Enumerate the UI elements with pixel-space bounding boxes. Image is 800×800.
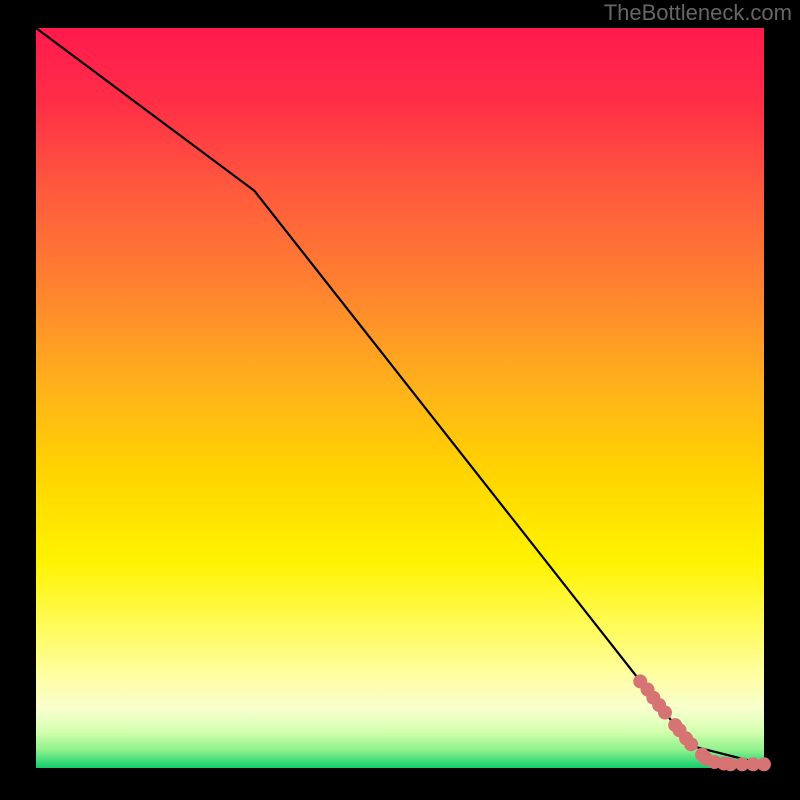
data-marker [658,706,672,720]
plot-background [36,28,764,768]
data-marker [684,737,698,751]
watermark-text: TheBottleneck.com [604,0,792,26]
data-marker [757,757,771,771]
chart-plot [0,0,800,800]
chart-container: { "watermark": "TheBottleneck.com", "cha… [0,0,800,800]
